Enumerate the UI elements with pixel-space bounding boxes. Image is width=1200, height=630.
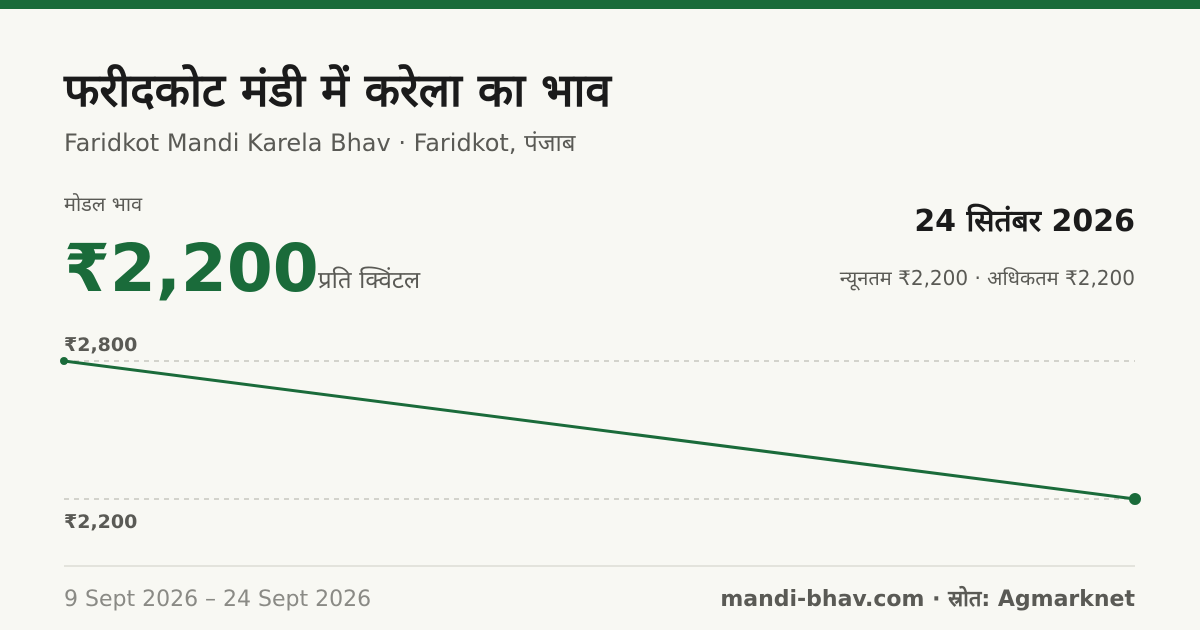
price-date: 24 सितंबर 2026 (914, 203, 1135, 239)
line (63, 359, 1136, 501)
price-value: ₹2,200 (64, 230, 319, 307)
footer-period: 9 Sept 2026 – 24 Sept 2026 (64, 587, 371, 612)
y-tick-label: ₹2,800 (64, 334, 137, 356)
point (60, 357, 68, 365)
footer-source: mandi-bhav.com · स्रोत: Agmarknet (720, 585, 1135, 612)
point (1129, 493, 1141, 505)
subtitle: Faridkot Mandi Karela Bhav · Faridkot, प… (64, 129, 577, 157)
price-range: न्यूनतम ₹2,200 · अधिकतम ₹2,200 (840, 266, 1135, 291)
title: फरीदकोट मंडी में करेला का भाव (63, 63, 612, 117)
y-tick-label: ₹2,200 (64, 511, 137, 533)
price-unit: प्रति क्विंटल (318, 266, 421, 294)
chart: ₹2,800 ₹2,200 (60, 334, 1141, 533)
price-label: मोडल भाव (64, 192, 143, 216)
top-bar (0, 0, 1200, 9)
